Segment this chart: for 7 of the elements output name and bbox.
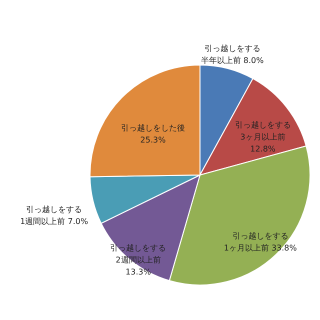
- slice-label: 引っ越しをする半年以上前 8.0%: [200, 44, 264, 66]
- data-label: 13.3%: [126, 267, 152, 276]
- slice-label: 引っ越しをする1週間以上前 7.0%: [20, 204, 88, 226]
- slice-label: 引っ越しをする3ヶ月以上前: [234, 120, 291, 142]
- slice-label: 引っ越しをした後: [120, 124, 185, 133]
- data-label: 12.8%: [250, 144, 276, 154]
- data-label: 25.3%: [140, 136, 166, 145]
